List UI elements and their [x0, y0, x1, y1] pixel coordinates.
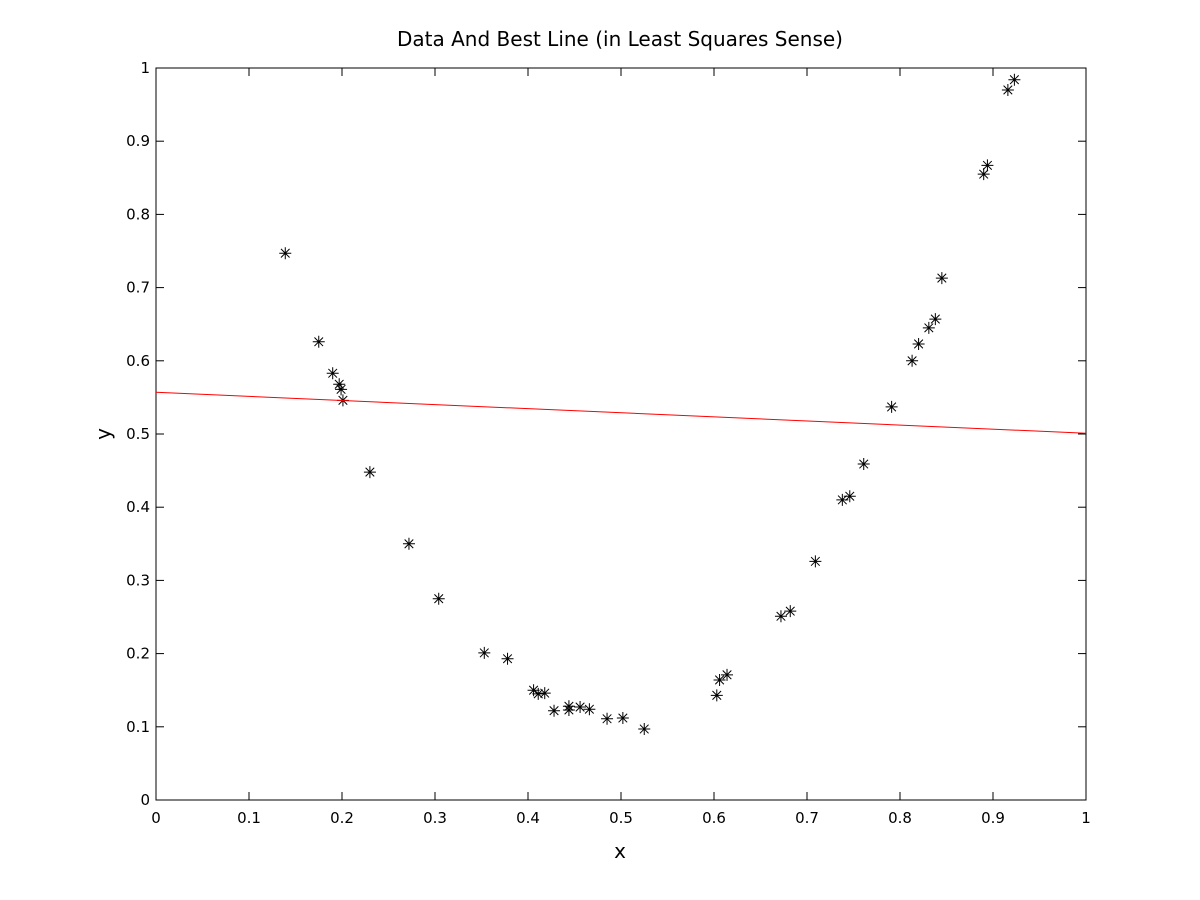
data-point [279, 247, 292, 260]
data-point [527, 684, 540, 697]
data-point [885, 400, 898, 413]
y-tick-label: 0.2 [126, 645, 150, 663]
data-point [601, 712, 614, 725]
x-tick-label: 0.1 [237, 809, 261, 827]
data-point [501, 652, 514, 665]
data-point [981, 159, 994, 172]
data-point [548, 704, 561, 717]
plot-box [155, 67, 1087, 801]
y-tick-label: 0.4 [126, 498, 150, 516]
data-point [335, 383, 348, 396]
data-point [906, 354, 919, 367]
data-point [616, 712, 629, 725]
y-tick-label: 0.3 [126, 571, 150, 589]
x-tick-label: 0.3 [423, 809, 447, 827]
data-point [363, 466, 376, 479]
data-point [532, 687, 545, 700]
x-axis-label: x [614, 839, 626, 863]
data-point [836, 493, 849, 506]
data-point [402, 537, 415, 550]
data-point [774, 610, 787, 623]
data-point [784, 605, 797, 618]
data-point [1001, 83, 1014, 96]
data-point [857, 458, 870, 471]
x-tick-label: 0.9 [981, 809, 1005, 827]
data-point [710, 689, 723, 702]
y-tick-label: 0.5 [126, 425, 150, 443]
data-point [922, 321, 935, 334]
y-tick-label: 0.1 [126, 718, 150, 736]
y-tick-label: 0.7 [126, 279, 150, 297]
x-tick-label: 0.2 [330, 809, 354, 827]
x-tick-label: 0.6 [702, 809, 726, 827]
data-point [638, 722, 651, 735]
data-point [583, 703, 596, 716]
data-point [843, 490, 856, 503]
y-tick-label: 0 [140, 791, 150, 809]
data-point [809, 555, 822, 568]
data-point [312, 335, 325, 348]
data-point [333, 378, 346, 391]
x-tick-label: 0.7 [795, 809, 819, 827]
data-point [721, 668, 734, 681]
data-point [977, 168, 990, 181]
data-point [538, 687, 551, 700]
data-point [713, 673, 726, 686]
y-axis-label: y [91, 428, 115, 440]
data-point [1008, 73, 1021, 86]
data-point [562, 703, 575, 716]
x-tick-label: 0 [151, 809, 161, 827]
y-tick-label: 1 [140, 59, 150, 77]
fit-line [155, 391, 1087, 434]
data-point [478, 646, 491, 659]
y-tick-label: 0.8 [126, 205, 150, 223]
y-tick-label: 0.9 [126, 132, 150, 150]
data-point [432, 592, 445, 605]
data-point [574, 701, 587, 714]
chart-title: Data And Best Line (in Least Squares Sen… [397, 27, 843, 51]
x-tick-label: 1 [1081, 809, 1091, 827]
data-point [935, 272, 948, 285]
data-point [912, 337, 925, 350]
x-tick-label: 0.4 [516, 809, 540, 827]
x-tick-label: 0.8 [888, 809, 912, 827]
x-tick-label: 0.5 [609, 809, 633, 827]
y-tick-label: 0.6 [126, 352, 150, 370]
data-point [326, 367, 339, 380]
data-point [929, 313, 942, 326]
